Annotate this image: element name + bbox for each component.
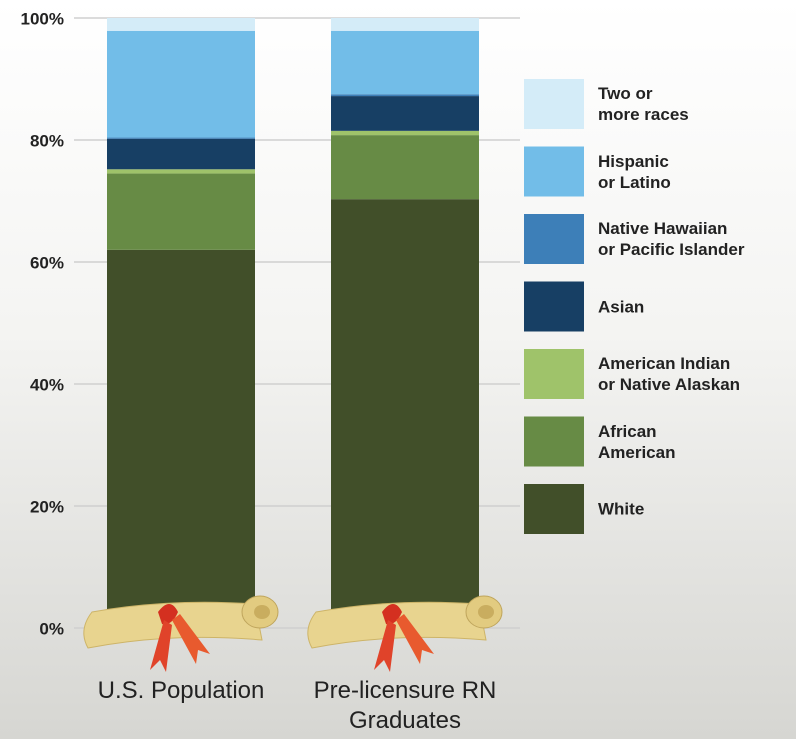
y-tick-label: 20%: [30, 497, 64, 516]
bar-segment: [331, 18, 479, 31]
y-tick-label: 40%: [30, 375, 64, 394]
scroll-decorations: [83, 595, 503, 672]
legend-swatch: [524, 79, 584, 129]
legend-swatch: [524, 214, 584, 264]
legend-label: Native Hawaiian or Pacific Islander: [598, 219, 745, 259]
legend-label: Hispanic or Latino: [598, 151, 671, 192]
y-tick-label: 0%: [39, 619, 64, 638]
y-tick-label: 60%: [30, 253, 64, 272]
bar-segment: [107, 30, 255, 138]
x-tick-label: Pre-licensure RN Graduates: [313, 677, 497, 734]
bar-segment: [107, 138, 255, 170]
bar-segment: [331, 96, 479, 131]
legend-label: African American: [598, 421, 676, 462]
bar-segment: [331, 30, 479, 95]
bar-segment: [331, 135, 479, 200]
legend-swatch: [524, 146, 584, 197]
legend-label: Two or more races: [598, 84, 689, 124]
legend-label: Asian: [598, 297, 645, 316]
legend-label: White: [598, 499, 645, 519]
legend-label: American Indian or Native Alaskan: [598, 354, 741, 394]
bar-segment: [107, 137, 255, 139]
x-tick-label: U.S. Population: [97, 677, 265, 704]
y-tick-label: 80%: [30, 131, 64, 150]
bar-segment: [107, 169, 255, 174]
bar-segment: [107, 173, 255, 250]
bar-segment: [331, 199, 479, 629]
bar-segment: [107, 249, 255, 629]
bar-segment: [107, 18, 255, 31]
legend-swatch: [524, 416, 584, 467]
y-tick-label: 100%: [21, 9, 64, 28]
legend-swatch: [524, 349, 584, 399]
legend-swatch: [524, 484, 584, 534]
legend-swatch: [524, 281, 584, 332]
bar-segment: [331, 94, 479, 97]
bar-segment: [331, 130, 479, 136]
